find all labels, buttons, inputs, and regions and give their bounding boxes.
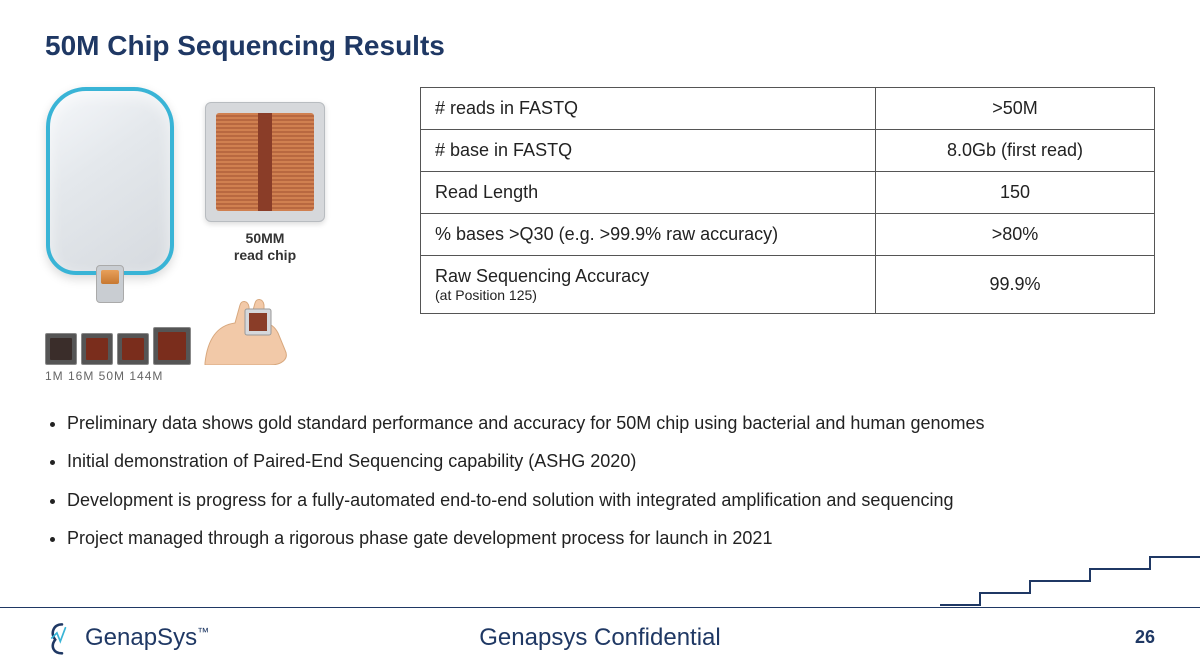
chip-thumb-16m	[81, 333, 113, 365]
bullet-list: Preliminary data shows gold standard per…	[45, 411, 1155, 550]
chip-caption-line2: read chip	[234, 247, 296, 263]
trademark: ™	[197, 625, 209, 639]
chip-caption: 50MM read chip	[205, 230, 325, 264]
chip-caption-line1: 50MM	[246, 230, 285, 246]
table-cell-value: >80%	[876, 214, 1155, 256]
chip-image-block: 50MM read chip	[205, 102, 325, 264]
page-number: 26	[1135, 627, 1155, 648]
hand-holding-chip-image	[200, 295, 300, 365]
list-item: Development is progress for a fully-auto…	[67, 488, 1155, 512]
spec-table: # reads in FASTQ>50M# base in FASTQ8.0Gb…	[420, 87, 1155, 314]
chip-thumbnails	[45, 295, 400, 365]
sequencer-device-image	[45, 87, 175, 275]
table-cell-value: 99.9%	[876, 256, 1155, 314]
company-logo: GenapSys™	[45, 621, 209, 655]
list-item: Preliminary data shows gold standard per…	[67, 411, 1155, 435]
footer: GenapSys™ Genapsys Confidential 26	[0, 607, 1200, 667]
table-cell-label: # reads in FASTQ	[421, 88, 876, 130]
images-column: 50MM read chip 1M 16M 5	[45, 87, 400, 383]
logo-mark-icon	[45, 621, 79, 655]
company-name: GenapSys	[85, 624, 197, 651]
chip-thumb-1m	[45, 333, 77, 365]
staircase-decoration	[940, 547, 1200, 607]
table-cell-label: Read Length	[421, 172, 876, 214]
list-item: Initial demonstration of Paired-End Sequ…	[67, 449, 1155, 473]
chip-large-image	[205, 102, 325, 222]
table-row: Raw Sequencing Accuracy (at Position 125…	[421, 256, 1155, 314]
chip-thumb-50m	[117, 333, 149, 365]
table-row: # base in FASTQ8.0Gb (first read)	[421, 130, 1155, 172]
chip-thumb-144m	[153, 327, 191, 365]
table-cell-value: >50M	[876, 88, 1155, 130]
table-cell-label: % bases >Q30 (e.g. >99.9% raw accuracy)	[421, 214, 876, 256]
device-row: 50MM read chip	[45, 87, 400, 275]
spec-table-body: # reads in FASTQ>50M# base in FASTQ8.0Gb…	[421, 88, 1155, 314]
table-row: Read Length150	[421, 172, 1155, 214]
table-row: % bases >Q30 (e.g. >99.9% raw accuracy)>…	[421, 214, 1155, 256]
table-row: # reads in FASTQ>50M	[421, 88, 1155, 130]
table-cell-label: # base in FASTQ	[421, 130, 876, 172]
page-title: 50M Chip Sequencing Results	[45, 30, 1155, 62]
table-cell-value: 150	[876, 172, 1155, 214]
spec-table-wrap: # reads in FASTQ>50M# base in FASTQ8.0Gb…	[420, 87, 1155, 314]
chip-thumb-labels: 1M 16M 50M 144M	[45, 369, 400, 383]
logo-text: GenapSys™	[85, 624, 209, 652]
upper-row: 50MM read chip 1M 16M 5	[45, 87, 1155, 383]
table-cell-label: Raw Sequencing Accuracy (at Position 125…	[421, 256, 876, 314]
slide: 50M Chip Sequencing Results 50MM read ch…	[0, 0, 1200, 667]
table-cell-value: 8.0Gb (first read)	[876, 130, 1155, 172]
confidential-label: Genapsys Confidential	[479, 624, 720, 652]
